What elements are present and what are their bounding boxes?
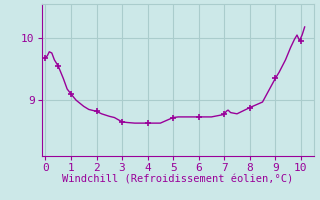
X-axis label: Windchill (Refroidissement éolien,°C): Windchill (Refroidissement éolien,°C) xyxy=(62,174,293,184)
